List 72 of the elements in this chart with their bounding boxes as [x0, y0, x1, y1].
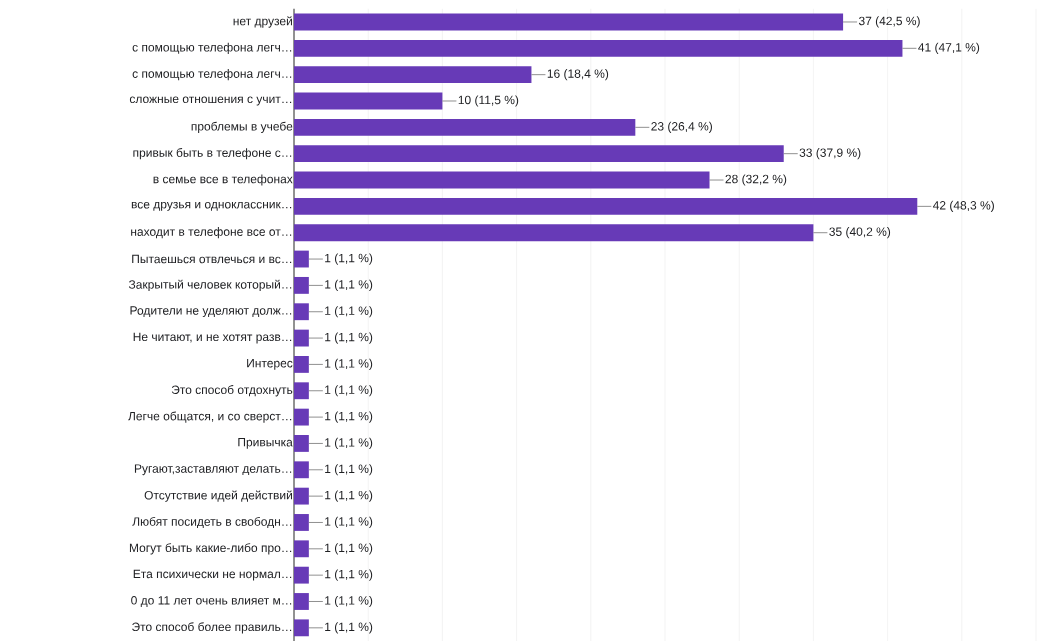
y-tick-label: Легче общатся, и со сверст…: [128, 411, 292, 423]
data-label: 1 (1,1 %): [325, 464, 373, 476]
bar: [294, 355, 309, 373]
data-label: 1 (1,1 %): [325, 332, 373, 344]
bar: [294, 197, 918, 215]
y-tick-label: 0 до 11 лет очень влияет м…: [131, 596, 292, 607]
data-label: 16 (18,4 %): [547, 69, 609, 81]
y-tick-label: Могут быть какие-либо про…: [129, 543, 292, 555]
bar: [294, 382, 309, 400]
data-label: 1 (1,1 %): [325, 622, 373, 634]
data-label: 42 (48,3 %): [932, 200, 994, 212]
bar: [294, 329, 309, 347]
data-label: 1 (1,1 %): [325, 358, 373, 371]
y-tick-label: проблемы в учебе: [191, 121, 293, 133]
data-label: 33 (37,9 %): [799, 148, 861, 160]
data-label: 1 (1,1 %): [325, 516, 373, 529]
y-tick-label: Закрытый человек который…: [128, 279, 292, 292]
y-tick-label: с помощью телефона легч…: [132, 42, 292, 54]
bar: [294, 118, 636, 136]
bar: [294, 276, 309, 294]
y-tick-label: Ругают,заставляют делать…: [134, 464, 292, 476]
bar: [294, 514, 309, 531]
y-tick-label: сложные отношения с учит…: [129, 96, 292, 106]
data-label: 1 (1,1 %): [325, 279, 373, 291]
data-label: 41 (47,1 %): [918, 42, 980, 54]
data-label: 1 (1,1 %): [325, 569, 373, 581]
bar: [294, 435, 309, 452]
y-tick-label: Привычка: [238, 438, 293, 449]
bar: [294, 593, 309, 610]
bar: [294, 224, 814, 242]
bar: [294, 92, 443, 110]
data-label: 1 (1,1 %): [325, 490, 373, 502]
data-label: 10 (11,5 %): [458, 95, 519, 107]
y-tick-label: Любят посидеть в свободн…: [132, 516, 292, 529]
bar: [294, 408, 309, 426]
y-tick-label: Родители не уделяют долж…: [130, 306, 292, 318]
y-tick-label: Не читают, и не хотят разв…: [133, 332, 292, 344]
y-tick-label: Пытаешься отвлечься и вс…: [132, 254, 292, 264]
bar: [294, 461, 309, 479]
y-tick-label: все друзья и одноклассник…: [131, 201, 292, 211]
bar: [294, 66, 532, 84]
data-label: 35 (40,2 %): [829, 227, 891, 239]
y-tick-label: нет друзей: [233, 16, 292, 28]
data-label: 28 (32,2 %): [725, 174, 787, 186]
y-tick-label: находит в телефоне все от…: [131, 227, 292, 239]
bar: [294, 540, 309, 558]
y-tick-label: в семье все в телефонах: [153, 174, 293, 186]
data-label: 1 (1,1 %): [325, 385, 373, 397]
y-tick-label: привык быть в телефоне с…: [133, 148, 292, 160]
y-tick-label: Интерес: [247, 359, 293, 370]
data-label: 1 (1,1 %): [325, 543, 373, 555]
data-label: 1 (1,1 %): [325, 253, 373, 265]
bar: [294, 13, 844, 31]
data-label: 1 (1,1 %): [325, 595, 373, 608]
bar: [294, 250, 309, 268]
y-tick-label: Это способ более правиль…: [132, 622, 292, 634]
data-label: 1 (1,1 %): [325, 437, 373, 450]
y-tick-label: с помощью телефона легч…: [132, 69, 292, 81]
bar: [294, 171, 710, 189]
y-tick-label: Это способ отдохнуть: [171, 385, 293, 397]
bar: [294, 487, 309, 505]
data-label: 1 (1,1 %): [325, 411, 373, 423]
bar: [294, 566, 309, 584]
bar: [294, 39, 903, 57]
bar: [294, 303, 309, 321]
y-tick-label: Отсутствие идей действий: [144, 490, 292, 502]
data-label: 1 (1,1 %): [325, 306, 373, 318]
bar: [294, 145, 784, 163]
data-label: 23 (26,4 %): [651, 121, 712, 133]
y-tick-label: Ета психически не нормал…: [133, 569, 292, 581]
bar: [294, 619, 309, 637]
data-label: 37 (42,5 %): [858, 16, 920, 28]
